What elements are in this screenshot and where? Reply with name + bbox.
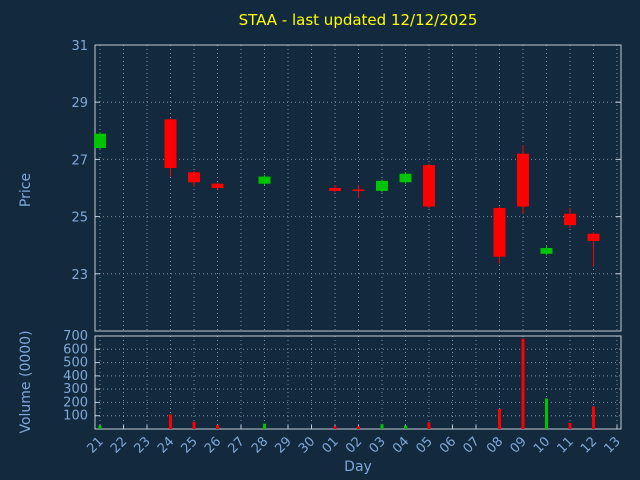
day-tick-label: 24 [155, 434, 177, 456]
candle-body [540, 248, 553, 254]
day-tick-label: 22 [108, 434, 130, 456]
price-tick-label: 31 [71, 39, 88, 54]
day-tick-label: 03 [367, 434, 389, 456]
day-tick-label: 23 [132, 434, 154, 456]
volume-axis-label: Volume (0000) [18, 330, 34, 433]
day-tick-label: 26 [202, 434, 224, 456]
day-tick-label: 06 [437, 434, 459, 456]
day-tick-label: 25 [179, 434, 201, 456]
candle-body [329, 188, 341, 191]
price-tick-label: 25 [71, 211, 88, 226]
day-tick-label: 27 [226, 434, 248, 456]
price-axis-label: Price [18, 173, 34, 207]
candle-body [517, 153, 529, 207]
day-tick-label: 04 [390, 434, 412, 456]
price-panel-frame [94, 44, 622, 332]
price-tick-label: 27 [71, 153, 88, 168]
day-tick-label: 30 [296, 434, 318, 456]
candle-body [94, 133, 106, 148]
chart-title: STAA - last updated 12/12/2025 [239, 11, 478, 29]
volume-panel-frame [94, 335, 622, 430]
price-tick-label: 29 [71, 96, 88, 111]
day-tick-label: 12 [578, 434, 600, 456]
day-tick-label: 13 [602, 434, 624, 456]
volume-tick-label: 400 [63, 369, 88, 384]
day-tick-label: 08 [484, 434, 506, 456]
chart-plot-area: 21 22 23 24 25 26 27 28 29 30 01 02 03 04 05 06 07 08 09 10… [63, 39, 624, 457]
day-tick-label: 02 [343, 434, 365, 456]
day-axis-label: Day [344, 459, 372, 475]
candle-body [564, 213, 576, 226]
volume-tick-label: 200 [63, 395, 88, 410]
day-tick-label: 10 [531, 434, 553, 456]
day-tick-label: 11 [555, 434, 577, 456]
volume-tick-label: 100 [63, 409, 88, 424]
candle-body [423, 165, 435, 207]
candle-body [352, 189, 365, 191]
day-tick-label: 28 [249, 434, 271, 456]
day-tick-label: 09 [508, 434, 530, 456]
candle-body [164, 119, 177, 168]
day-tick-label: 05 [414, 434, 436, 456]
candle-body [493, 208, 506, 257]
candle-body [258, 176, 271, 184]
day-tick-label: 21 [85, 434, 107, 456]
day-tick-label: 07 [461, 434, 483, 456]
candle-body [188, 172, 200, 183]
volume-tick-label: 500 [63, 356, 88, 371]
candle-body [376, 180, 388, 191]
price-tick-label: 23 [71, 268, 88, 283]
candle-body [399, 173, 412, 183]
volume-tick-label: 600 [63, 342, 88, 357]
volume-tick-label: 300 [63, 382, 88, 397]
candle-body [587, 233, 600, 241]
candle-body [211, 183, 224, 188]
day-tick-label: 01 [320, 434, 342, 456]
volume-tick-label: 700 [63, 329, 88, 344]
day-tick-label: 29 [273, 434, 295, 456]
